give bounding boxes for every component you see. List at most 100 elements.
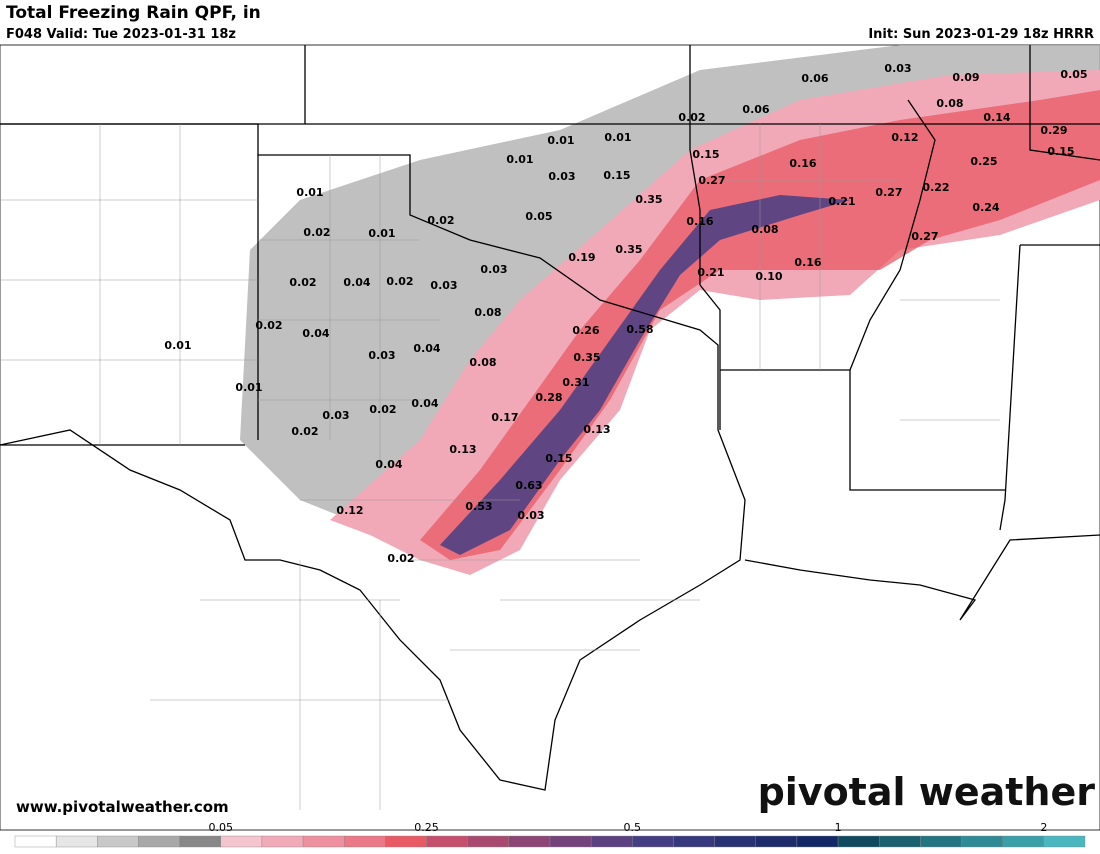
point-label: 0.25	[970, 155, 997, 168]
point-label: 0.01	[235, 381, 262, 394]
point-label: 0.01	[296, 186, 323, 199]
point-label: 0.15	[1047, 145, 1074, 158]
logo: pivotal weather	[758, 770, 1096, 814]
point-label: 0.15	[692, 148, 719, 161]
colorbar-cell	[714, 835, 756, 848]
point-label: 0.01	[547, 134, 574, 147]
colorbar-label: 1	[835, 821, 842, 834]
colorbar-cell	[97, 835, 139, 848]
point-label: 0.02	[369, 403, 396, 416]
point-label: 0.04	[413, 342, 440, 355]
colorbar: 0.05 0.25 0.5 1 2	[14, 821, 1086, 848]
colorbar-cell	[755, 835, 798, 848]
state-border	[0, 45, 1100, 531]
point-label: 0.02	[427, 214, 454, 227]
colorbar-cell	[632, 835, 674, 848]
point-label: 0.08	[469, 356, 496, 369]
point-label: 0.10	[755, 270, 782, 283]
colorbar-label: 0.25	[414, 821, 439, 834]
point-label: 0.02	[678, 111, 705, 124]
colorbar-cell	[344, 835, 386, 848]
point-labels: 0.06 0.03 0.09 0.05 0.08 0.14 0.02 0.06 0.29 0.12…	[164, 62, 1087, 565]
point-label: 0.02	[291, 425, 318, 438]
point-label: 0.16	[789, 157, 816, 170]
point-label: 0.01	[604, 131, 631, 144]
point-label: 0.04	[375, 458, 402, 471]
heaviest-precip	[440, 195, 850, 555]
point-label: 0.03	[884, 62, 911, 75]
colorbar-label: 0.5	[624, 821, 642, 834]
colorbar-cell	[549, 835, 592, 848]
colorbar-cell	[220, 835, 263, 848]
point-label: 0.04	[411, 397, 438, 410]
point-label: 0.14	[983, 111, 1010, 124]
colorbar-cell	[138, 835, 180, 848]
point-label: 0.21	[828, 195, 855, 208]
point-label: 0.04	[302, 327, 329, 340]
point-label: 0.03	[548, 170, 575, 183]
point-label: 0.15	[603, 169, 630, 182]
colorbar-cell	[385, 835, 427, 848]
colorbar-cell	[1043, 835, 1086, 848]
point-label: 0.02	[255, 319, 282, 332]
colorbar-cell	[920, 835, 962, 848]
point-label: 0.29	[1040, 124, 1067, 137]
point-label: 0.05	[525, 210, 552, 223]
point-label: 0.12	[336, 504, 363, 517]
point-label: 0.27	[875, 186, 902, 199]
map: 0.06 0.03 0.09 0.05 0.08 0.14 0.02 0.06 0.29 0.12…	[0, 44, 1100, 831]
colorbar-cell	[673, 835, 715, 848]
colorbar-cell	[1002, 835, 1045, 848]
colorbar-label: 0.05	[209, 821, 234, 834]
colorbar-cell	[302, 835, 345, 848]
point-label: 0.02	[303, 226, 330, 239]
point-label: 0.13	[583, 423, 610, 436]
point-label: 0.12	[891, 131, 918, 144]
point-label: 0.16	[686, 215, 713, 228]
point-label: 0.02	[387, 552, 414, 565]
point-label: 0.01	[368, 227, 395, 240]
point-label: 0.24	[972, 201, 999, 214]
colorbar-cell	[14, 835, 57, 848]
point-label: 0.03	[368, 349, 395, 362]
point-label: 0.13	[449, 443, 476, 456]
gulf-coast	[744, 534, 1100, 621]
colorbar-cell	[55, 835, 98, 848]
colorbar-cell	[508, 835, 551, 848]
point-label: 0.31	[562, 376, 589, 389]
colorbar-cell	[796, 835, 839, 848]
colorbar-label: 2	[1040, 821, 1047, 834]
colorbar-cell	[261, 835, 304, 848]
point-label: 0.35	[615, 243, 642, 256]
colorbar-cell	[179, 835, 221, 848]
colorbar-cell	[837, 835, 880, 848]
point-label: 0.35	[635, 193, 662, 206]
point-label: 0.35	[573, 351, 600, 364]
point-label: 0.02	[386, 275, 413, 288]
county-lines	[0, 124, 1000, 810]
init-time: Init: Sun 2023-01-29 18z HRRR	[868, 27, 1094, 42]
point-label: 0.03	[517, 509, 544, 522]
point-label: 0.15	[545, 452, 572, 465]
point-label: 0.19	[568, 251, 595, 264]
point-label: 0.58	[626, 323, 653, 336]
colorbar-cell	[879, 835, 921, 848]
title: Total Freezing Rain QPF, in	[6, 3, 261, 23]
point-label: 0.05	[1060, 68, 1087, 81]
point-label: 0.22	[922, 181, 949, 194]
point-label: 0.04	[343, 276, 370, 289]
point-label: 0.53	[465, 500, 492, 513]
point-label: 0.03	[322, 409, 349, 422]
point-label: 0.63	[515, 479, 542, 492]
point-label: 0.01	[164, 339, 191, 352]
point-label: 0.03	[430, 279, 457, 292]
point-label: 0.16	[794, 256, 821, 269]
point-label: 0.03	[480, 263, 507, 276]
point-label: 0.21	[697, 266, 724, 279]
colorbar-cell	[590, 835, 633, 848]
colorbar-cell	[467, 835, 510, 848]
valid-time: F048 Valid: Tue 2023-01-31 18z	[6, 27, 236, 42]
point-label: 0.06	[801, 72, 828, 85]
